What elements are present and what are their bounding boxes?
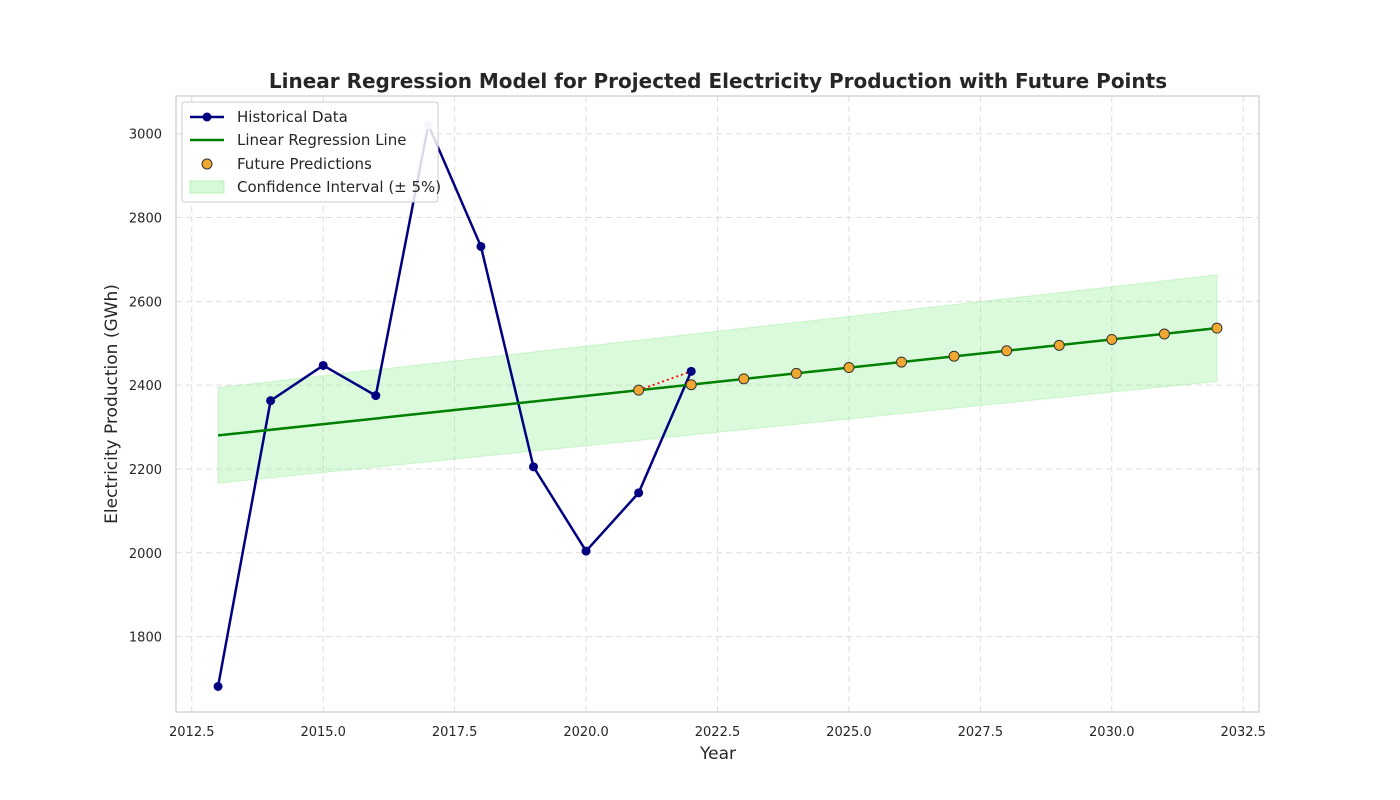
future-prediction-point: [685, 379, 697, 391]
plot-area-frame: [175, 95, 1260, 713]
historical-data-point: [634, 488, 644, 498]
future-prediction-point: [633, 384, 645, 396]
y-tick-label: 2000: [129, 547, 162, 562]
historical-data-point: [213, 681, 223, 691]
chart-title: Linear Regression Model for Projected El…: [269, 69, 1167, 93]
legend-label-confidence: Confidence Interval (± 5%): [237, 178, 441, 196]
prediction-connector-line: [638, 370, 692, 392]
legend-confidence-swatch: [189, 180, 225, 194]
future-prediction-point: [896, 356, 908, 368]
y-tick-label: 2600: [129, 295, 162, 310]
legend-future-marker: [201, 158, 213, 170]
x-axis-title: Year: [699, 744, 736, 764]
y-tick-label: 2400: [129, 379, 162, 394]
historical-data-line: [216, 123, 693, 687]
confidence-band: [217, 274, 1218, 484]
future-prediction-point: [1001, 345, 1013, 357]
future-prediction-point: [1106, 333, 1118, 345]
future-prediction-point: [843, 362, 855, 374]
y-tick-label: 2800: [129, 212, 162, 227]
x-tick-label: 2030.0: [1089, 725, 1135, 740]
legend-frame: [181, 101, 439, 203]
x-tick-label: 2015.0: [300, 725, 346, 740]
y-tick-label: 1800: [129, 631, 162, 646]
y-axis-title: Electricity Production (GWh): [102, 284, 122, 524]
future-prediction-point: [738, 373, 750, 385]
legend-historical-marker: [202, 112, 212, 122]
future-prediction-point: [1211, 322, 1223, 334]
future-prediction-point: [1158, 328, 1170, 340]
y-tick-label: 2200: [129, 463, 162, 478]
future-prediction-point: [790, 367, 802, 379]
historical-data-point: [371, 391, 381, 401]
grid: [176, 96, 1259, 712]
regression-line: [217, 326, 1218, 437]
legend-label-historical: Historical Data: [237, 108, 348, 126]
x-tick-label: 2027.5: [958, 725, 1004, 740]
historical-data-point: [528, 462, 538, 472]
future-prediction-point: [948, 350, 960, 362]
confidence-band-layer: [217, 274, 1218, 484]
future-prediction-point: [1053, 339, 1065, 351]
x-tick-label: 2032.5: [1220, 725, 1266, 740]
legend: Historical Data Linear Regression Line F…: [181, 101, 441, 203]
historical-data-point: [686, 366, 696, 376]
legend-label-future: Future Predictions: [237, 155, 372, 173]
historical-data-point: [266, 396, 276, 406]
x-tick-label: 2020.0: [563, 725, 609, 740]
legend-label-regression: Linear Regression Line: [237, 131, 406, 149]
x-tick-label: 2017.5: [432, 725, 478, 740]
x-tick-label: 2022.5: [695, 725, 741, 740]
y-tick-label: 3000: [129, 128, 162, 143]
historical-data-point: [581, 546, 591, 556]
historical-data-point: [476, 241, 486, 251]
x-tick-label: 2012.5: [169, 725, 215, 740]
series-layer: [213, 120, 1223, 691]
ticks: 2012.5 2015.0 2017.5 2020.0 2022.5 2025.0 2027…: [129, 128, 1266, 740]
historical-data-point: [318, 360, 328, 370]
x-tick-label: 2025.0: [826, 725, 872, 740]
